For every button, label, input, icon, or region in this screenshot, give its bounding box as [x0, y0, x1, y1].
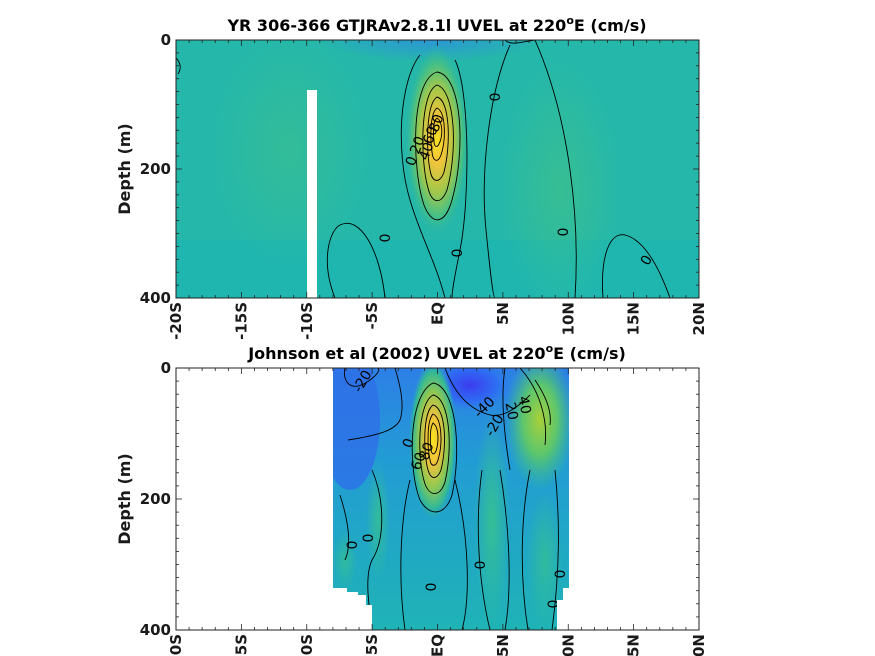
x-tick-label: -15S	[232, 634, 250, 656]
top-contour-labels: 0 0 0 0 0 0 20 40 60 80	[378, 93, 656, 269]
x-tick-label: 5N	[494, 634, 512, 656]
bottom-title: Johnson et al (2002) UVEL at 220oE (cm/s…	[247, 342, 626, 363]
bottom-panel: Johnson et al (2002) UVEL at 220oE (cm/s…	[115, 342, 708, 656]
bottom-heatmap: -20 -40 -20 20 40 0 60 80 0 0 0 0 0 0	[333, 368, 569, 630]
y-tick-label: 0	[161, 31, 171, 49]
contour-label: 0	[450, 249, 466, 258]
top-heatmap: 0 0 0 0 0 0 20 40 60 80	[176, 40, 699, 298]
contour-label: 40	[515, 395, 534, 415]
x-tick-label: 15N	[625, 634, 643, 656]
contour-label: 0	[473, 561, 489, 570]
x-tick-label: -20S	[167, 634, 185, 656]
contour-label: 0	[556, 228, 572, 237]
y-tick-label: 200	[140, 490, 171, 508]
bottom-ylabel: Depth (m)	[115, 453, 134, 545]
contour-label: 80	[426, 112, 447, 134]
top-panel: YR 306-366 GTJRAv2.8.1l UVEL at 220oE (c…	[115, 14, 708, 340]
top-ylabel: Depth (m)	[115, 123, 134, 215]
contour-label: 80	[416, 440, 437, 462]
x-tick-label: -10S	[298, 302, 316, 340]
contour-label: 0	[553, 570, 569, 579]
x-tick-label: 15N	[625, 302, 643, 335]
x-tick-label: EQ	[429, 302, 447, 325]
x-tick-label: -20S	[167, 302, 185, 340]
contour-label: 0	[345, 541, 361, 550]
x-tick-label: 5N	[494, 302, 512, 325]
contour-label: 0	[488, 93, 504, 102]
x-tick-label: -10S	[298, 634, 316, 656]
top-title: YR 306-366 GTJRAv2.8.1l UVEL at 220oE (c…	[226, 14, 646, 35]
contour-label: 0	[361, 534, 377, 543]
contour-label: 20	[407, 134, 428, 156]
contour-label: 0	[546, 600, 562, 609]
contour-label: 60	[420, 124, 441, 146]
contour-label: 60	[408, 450, 429, 472]
x-tick-label: EQ	[429, 634, 447, 656]
x-tick-label: -5S	[363, 634, 381, 656]
contour-label: 0	[424, 583, 440, 592]
x-tick-label: 20N	[690, 634, 708, 656]
y-tick-label: 400	[140, 289, 171, 307]
x-tick-label: 10N	[559, 302, 577, 335]
y-tick-label: 400	[140, 621, 171, 639]
x-tick-label: -5S	[363, 302, 381, 329]
top-missing-strip	[307, 90, 317, 298]
contour-label: 40	[416, 140, 437, 162]
y-tick-label: 200	[140, 160, 171, 178]
contour-label: 20	[502, 401, 521, 421]
y-tick-label: 0	[161, 359, 171, 377]
x-tick-label: -15S	[232, 302, 250, 340]
x-tick-label: 20N	[690, 302, 708, 335]
x-tick-label: 10N	[559, 634, 577, 656]
contour-label: 0	[378, 234, 394, 243]
